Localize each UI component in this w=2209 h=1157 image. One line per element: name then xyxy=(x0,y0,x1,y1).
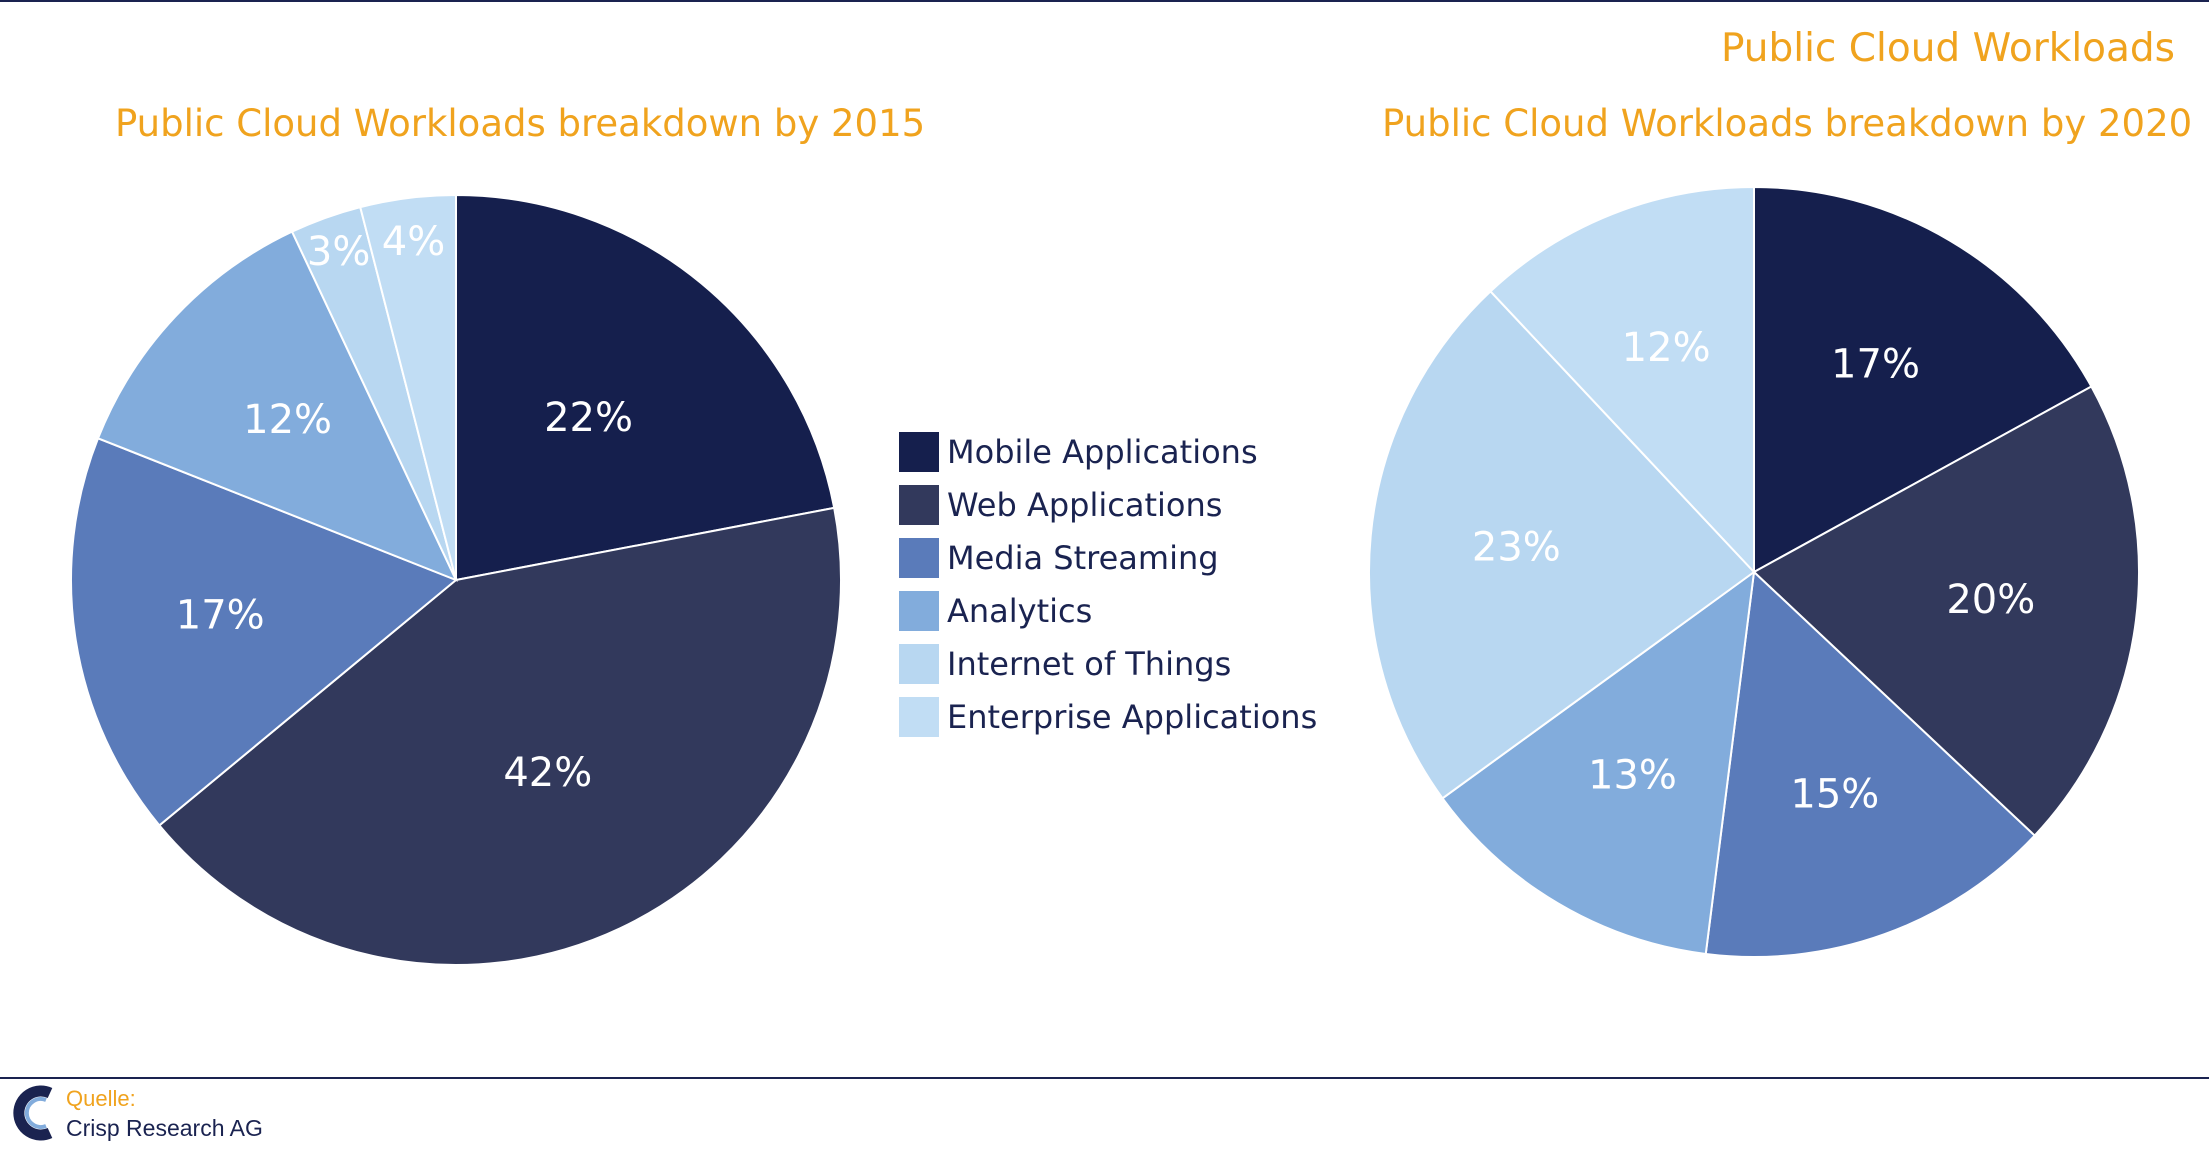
chart-title-2020: Public Cloud Workloads breakdown by 2020 xyxy=(1382,102,2193,145)
slice-label: 42% xyxy=(503,750,592,796)
slice-label: 17% xyxy=(1831,342,1920,388)
legend-label: Internet of Things xyxy=(947,645,1232,683)
pie-slice xyxy=(455,193,836,582)
legend-item: Web Applications xyxy=(899,485,1317,525)
source-name: Crisp Research AG xyxy=(66,1115,263,1141)
pie-slice xyxy=(96,230,458,582)
pie-slice xyxy=(70,436,458,827)
slice-label: 12% xyxy=(243,397,332,443)
slice-label: 4% xyxy=(382,219,445,265)
pie-slice xyxy=(1368,289,1756,800)
legend-label: Mobile Applications xyxy=(947,433,1258,471)
pie-chart-2015: 22% 42% 17% 12% 3% 4% xyxy=(70,193,842,967)
legend-swatch xyxy=(899,644,939,684)
source-label: Quelle: xyxy=(66,1086,136,1111)
legend-label: Web Applications xyxy=(947,486,1223,524)
legend-item: Mobile Applications xyxy=(899,432,1317,472)
legend-swatch xyxy=(899,538,939,578)
legend-item: Enterprise Applications xyxy=(899,697,1317,737)
legend-swatch xyxy=(899,432,939,472)
legend-swatch xyxy=(899,485,939,525)
crisp-logo-icon xyxy=(13,1085,53,1141)
slice-label: 23% xyxy=(1472,525,1561,571)
pie-slice xyxy=(1489,185,1755,575)
pie-slice xyxy=(1752,385,2140,837)
chart-legend: Mobile Applications Web Applications Media… xyxy=(899,432,1317,750)
slice-label: 17% xyxy=(176,592,265,638)
slice-label: 3% xyxy=(307,229,370,275)
legend-item: Internet of Things xyxy=(899,644,1317,684)
bottom-rule xyxy=(0,1077,2209,1079)
pie-slice xyxy=(157,506,842,967)
top-rule xyxy=(0,0,2209,2)
chart-title-2015: Public Cloud Workloads breakdown by 2015 xyxy=(115,102,926,145)
legend-swatch xyxy=(899,591,939,631)
legend-label: Media Streaming xyxy=(947,539,1219,577)
slice-label: 15% xyxy=(1790,772,1879,818)
page-title: Public Cloud Workloads xyxy=(1720,26,2175,71)
legend-label: Analytics xyxy=(947,592,1093,630)
slice-label: 22% xyxy=(544,395,633,441)
legend-item: Analytics xyxy=(899,591,1317,631)
slice-label: 20% xyxy=(1946,577,2035,623)
source-footer: Quelle: Crisp Research AG xyxy=(10,1085,263,1143)
pie-slice xyxy=(1704,569,2037,958)
legend-item: Media Streaming xyxy=(899,538,1317,578)
pie-slice xyxy=(1441,569,1756,956)
legend-swatch xyxy=(899,697,939,737)
legend-label: Enterprise Applications xyxy=(947,698,1318,736)
pie-slice xyxy=(359,193,457,581)
pie-slice xyxy=(1753,185,2093,574)
pie-chart-2020: 17% 20% 15% 13% 23% 12% xyxy=(1368,185,2140,958)
slice-label: 13% xyxy=(1588,752,1677,798)
slice-label: 12% xyxy=(1622,325,1711,371)
